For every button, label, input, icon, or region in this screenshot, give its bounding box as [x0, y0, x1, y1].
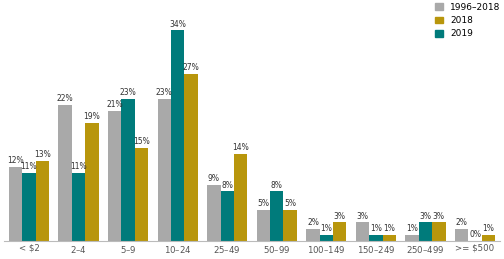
Bar	[9, 167, 22, 241]
Text: 14%: 14%	[232, 143, 249, 153]
Text: 27%: 27%	[182, 63, 200, 72]
Bar	[356, 222, 369, 241]
Text: 12%: 12%	[7, 156, 24, 165]
Bar	[121, 99, 135, 241]
Bar	[257, 210, 270, 241]
Bar	[207, 185, 221, 241]
Text: 3%: 3%	[419, 212, 431, 221]
Bar	[455, 229, 468, 241]
Bar	[419, 222, 432, 241]
Text: 3%: 3%	[356, 212, 368, 221]
Bar	[333, 222, 346, 241]
Text: 11%: 11%	[70, 162, 87, 171]
Text: 1%: 1%	[321, 224, 332, 233]
Text: 1%: 1%	[406, 224, 418, 233]
Bar	[158, 99, 171, 241]
Text: 5%: 5%	[284, 199, 296, 208]
Text: 9%: 9%	[208, 175, 220, 183]
Bar	[306, 229, 320, 241]
Bar	[482, 235, 495, 241]
Bar	[221, 191, 234, 241]
Text: 19%: 19%	[84, 112, 100, 121]
Text: 1%: 1%	[384, 224, 395, 233]
Bar	[171, 30, 184, 241]
Text: 34%: 34%	[169, 20, 186, 28]
Text: 13%: 13%	[34, 150, 51, 159]
Bar	[72, 173, 85, 241]
Bar	[22, 173, 36, 241]
Bar	[369, 235, 383, 241]
Text: 0%: 0%	[469, 230, 481, 239]
Text: 23%: 23%	[120, 88, 137, 97]
Bar	[36, 161, 49, 241]
Text: 1%: 1%	[482, 224, 494, 233]
Bar	[270, 191, 283, 241]
Text: 2%: 2%	[307, 218, 319, 227]
Text: 8%: 8%	[221, 181, 233, 190]
Text: 23%: 23%	[156, 88, 173, 97]
Text: 15%: 15%	[133, 137, 150, 146]
Text: 1%: 1%	[370, 224, 382, 233]
Bar	[108, 111, 121, 241]
Text: 3%: 3%	[334, 212, 346, 221]
Text: 22%: 22%	[57, 94, 74, 103]
Bar	[85, 123, 99, 241]
Bar	[383, 235, 396, 241]
Text: 8%: 8%	[271, 181, 283, 190]
Bar	[184, 74, 198, 241]
Bar	[405, 235, 419, 241]
Text: 3%: 3%	[433, 212, 445, 221]
Bar	[58, 105, 72, 241]
Text: 21%: 21%	[106, 100, 123, 109]
Bar	[135, 148, 148, 241]
Text: 11%: 11%	[21, 162, 37, 171]
Bar	[320, 235, 333, 241]
Legend: 1996–2018, 2018, 2019: 1996–2018, 2018, 2019	[434, 3, 500, 38]
Bar	[283, 210, 297, 241]
Bar	[432, 222, 446, 241]
Text: 5%: 5%	[258, 199, 269, 208]
Text: 2%: 2%	[456, 218, 468, 227]
Bar	[234, 154, 247, 241]
